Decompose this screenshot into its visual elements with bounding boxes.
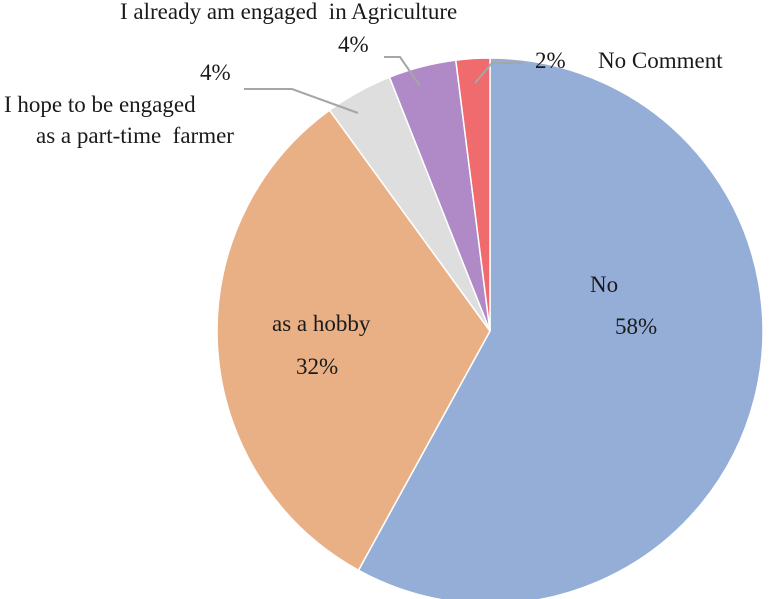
slice-value-label: 4%	[338, 32, 369, 57]
slice-value-label: 58%	[615, 314, 657, 339]
leader-line-4	[384, 56, 421, 87]
leader-line-5	[474, 62, 522, 84]
pie-slice-2	[216, 109, 491, 572]
leader-line-3	[244, 88, 359, 114]
slice-value-label: 2%	[535, 48, 566, 73]
slice-name-label: No	[590, 272, 618, 297]
pie-slice-5	[454, 57, 491, 332]
slice-value-label: 4%	[200, 60, 231, 85]
slice-value-label: 32%	[296, 354, 338, 379]
pie-slices	[216, 57, 764, 599]
slice-name-label: as a part-time farmer	[36, 123, 234, 148]
slice-name-label: I hope to be engaged	[4, 92, 196, 117]
pie-slice-1	[357, 57, 764, 599]
slice-name-label: No Comment	[598, 48, 723, 73]
leader-lines	[244, 56, 522, 114]
slice-name-label: as a hobby	[272, 311, 371, 336]
slice-name-label: I already am engaged in Agriculture	[120, 0, 457, 24]
slice-labels: No 58% as a hobby 32% I hope to be engaged as…	[4, 0, 723, 379]
